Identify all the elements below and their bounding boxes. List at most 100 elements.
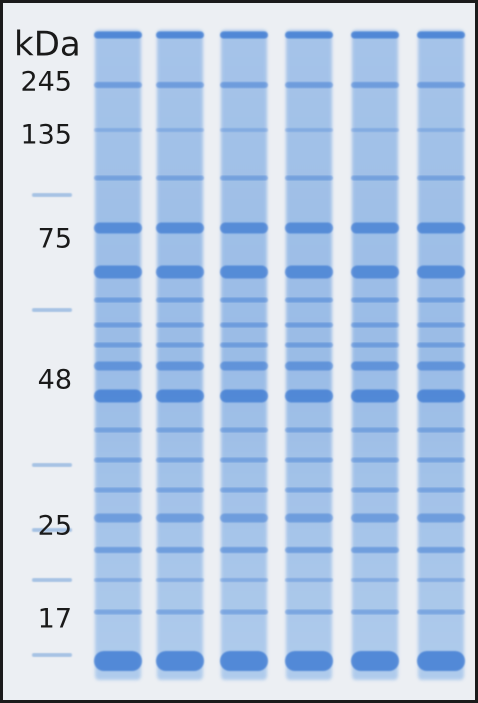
lane — [418, 30, 464, 680]
band — [351, 223, 399, 234]
band — [285, 223, 333, 234]
unit-label: kDa — [14, 25, 81, 65]
band — [94, 610, 142, 615]
band — [285, 323, 333, 328]
band — [351, 488, 399, 493]
band — [285, 651, 333, 671]
band — [351, 128, 399, 132]
band — [220, 578, 268, 582]
marker-label: 75 — [38, 224, 72, 255]
band — [94, 223, 142, 234]
lane — [352, 30, 398, 680]
band — [156, 223, 204, 234]
band — [220, 343, 268, 348]
band — [417, 458, 465, 463]
band — [156, 128, 204, 132]
band — [351, 362, 399, 371]
band — [94, 128, 142, 132]
marker-label: 48 — [38, 365, 72, 396]
band — [351, 298, 399, 303]
band — [417, 578, 465, 582]
band — [351, 82, 399, 88]
band — [285, 458, 333, 463]
band — [156, 298, 204, 303]
band — [351, 390, 399, 403]
lane — [157, 30, 203, 680]
band — [220, 176, 268, 181]
band — [220, 458, 268, 463]
gel-image: kDa 24513575482517 — [0, 0, 478, 703]
band — [417, 514, 465, 523]
band — [94, 547, 142, 553]
band — [94, 362, 142, 371]
band — [351, 343, 399, 348]
band — [285, 298, 333, 303]
band — [417, 343, 465, 348]
band — [156, 610, 204, 615]
band — [220, 390, 268, 403]
band — [220, 32, 268, 39]
band — [94, 32, 142, 39]
band — [156, 578, 204, 582]
band — [351, 323, 399, 328]
band — [220, 266, 268, 279]
band — [156, 32, 204, 39]
band — [156, 176, 204, 181]
lane — [221, 30, 267, 680]
band — [220, 610, 268, 615]
band — [156, 362, 204, 371]
band — [285, 176, 333, 181]
band — [156, 323, 204, 328]
band — [220, 323, 268, 328]
band — [285, 610, 333, 615]
ladder-band — [32, 193, 72, 197]
band — [94, 323, 142, 328]
band — [351, 428, 399, 433]
band — [351, 514, 399, 523]
band — [94, 390, 142, 403]
marker-label: 25 — [38, 511, 72, 542]
band — [94, 578, 142, 582]
ladder-band — [32, 308, 72, 312]
band — [156, 266, 204, 279]
band — [351, 578, 399, 582]
band — [94, 458, 142, 463]
band — [220, 362, 268, 371]
band — [351, 547, 399, 553]
band — [417, 547, 465, 553]
band — [417, 223, 465, 234]
band — [94, 514, 142, 523]
band — [94, 82, 142, 88]
band — [417, 488, 465, 493]
band — [417, 176, 465, 181]
band — [156, 343, 204, 348]
band — [156, 488, 204, 493]
band — [156, 428, 204, 433]
band — [351, 32, 399, 39]
band — [94, 488, 142, 493]
band — [156, 547, 204, 553]
band — [156, 651, 204, 671]
band — [417, 651, 465, 671]
band — [285, 514, 333, 523]
band — [220, 428, 268, 433]
band — [94, 176, 142, 181]
band — [220, 651, 268, 671]
band — [285, 547, 333, 553]
band — [156, 514, 204, 523]
marker-label: 135 — [20, 120, 72, 151]
band — [285, 32, 333, 39]
band — [285, 578, 333, 582]
band — [417, 362, 465, 371]
band — [417, 128, 465, 132]
band — [351, 176, 399, 181]
marker-label: 17 — [38, 604, 72, 635]
ladder-band — [32, 578, 72, 582]
band — [94, 343, 142, 348]
band — [285, 82, 333, 88]
band — [156, 458, 204, 463]
band — [220, 298, 268, 303]
band — [351, 458, 399, 463]
band — [220, 223, 268, 234]
band — [285, 266, 333, 279]
